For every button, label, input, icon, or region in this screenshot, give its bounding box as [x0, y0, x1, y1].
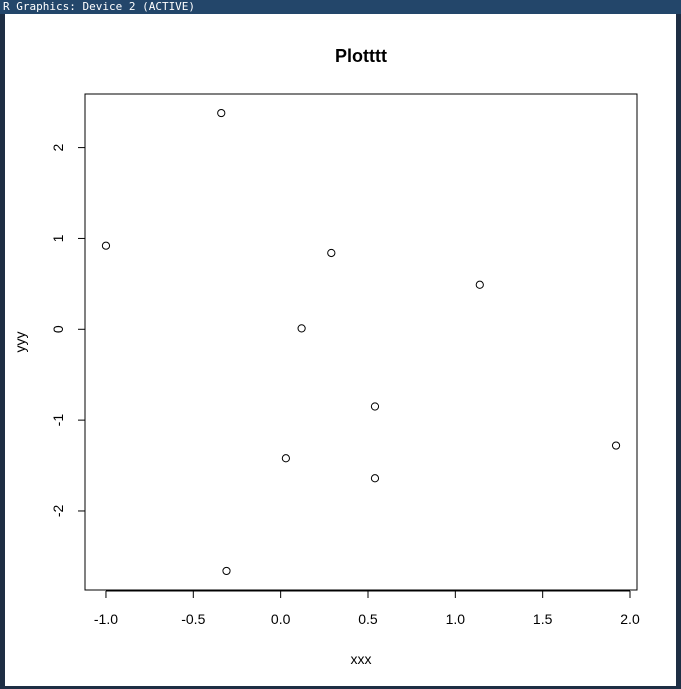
x-tick-label: 0.5 — [358, 611, 378, 627]
data-point — [475, 280, 484, 289]
y-tick-label: 0 — [50, 325, 66, 333]
window-frame-left — [0, 14, 5, 689]
window-titlebar[interactable]: R Graphics: Device 2 (ACTIVE) — [0, 0, 681, 14]
chart-title: Plotttt — [335, 46, 387, 66]
y-tick-label: -1 — [50, 414, 66, 427]
x-tick-label: -0.5 — [181, 611, 205, 627]
plot-box — [84, 93, 638, 591]
data-point — [370, 474, 380, 483]
x-tick-label: 1.0 — [446, 611, 466, 627]
data-point — [611, 441, 621, 450]
x-tick-label: 0.0 — [271, 611, 291, 627]
plot-canvas: Plotttt -1.0 -0.5 0.0 0.5 1.0 1.5 2.0 -2 -1 0 1 2 … — [5, 14, 676, 686]
x-tick-label: -1.0 — [94, 611, 118, 627]
scatter-chart: Plotttt -1.0 -0.5 0.0 0.5 1.0 1.5 2.0 -2-1012 … — [12, 46, 640, 667]
x-tick-label: 1.5 — [533, 611, 553, 627]
data-point — [327, 248, 336, 258]
x-axis: -1.0 -0.5 0.0 0.5 1.0 1.5 2.0 — [94, 590, 640, 627]
x-tick-label: 2.0 — [620, 611, 640, 627]
y-tick-label: 2 — [50, 143, 66, 151]
data-point — [222, 566, 231, 576]
data-point — [101, 241, 111, 250]
window-frame-bottom — [0, 686, 681, 689]
data-point — [217, 108, 226, 118]
data-point — [297, 324, 306, 333]
y-tick-label: -2 — [50, 505, 66, 518]
data-points — [101, 108, 621, 576]
window-frame-right — [676, 14, 681, 689]
window-title: R Graphics: Device 2 (ACTIVE) — [3, 0, 196, 13]
data-point — [281, 454, 290, 463]
y-axis-label: yyy — [12, 332, 28, 353]
x-axis-label: xxx — [351, 651, 372, 667]
data-point — [370, 402, 380, 411]
y-tick-label: 1 — [50, 234, 66, 242]
y-axis: -2 -1 0 1 2 — [50, 143, 86, 518]
